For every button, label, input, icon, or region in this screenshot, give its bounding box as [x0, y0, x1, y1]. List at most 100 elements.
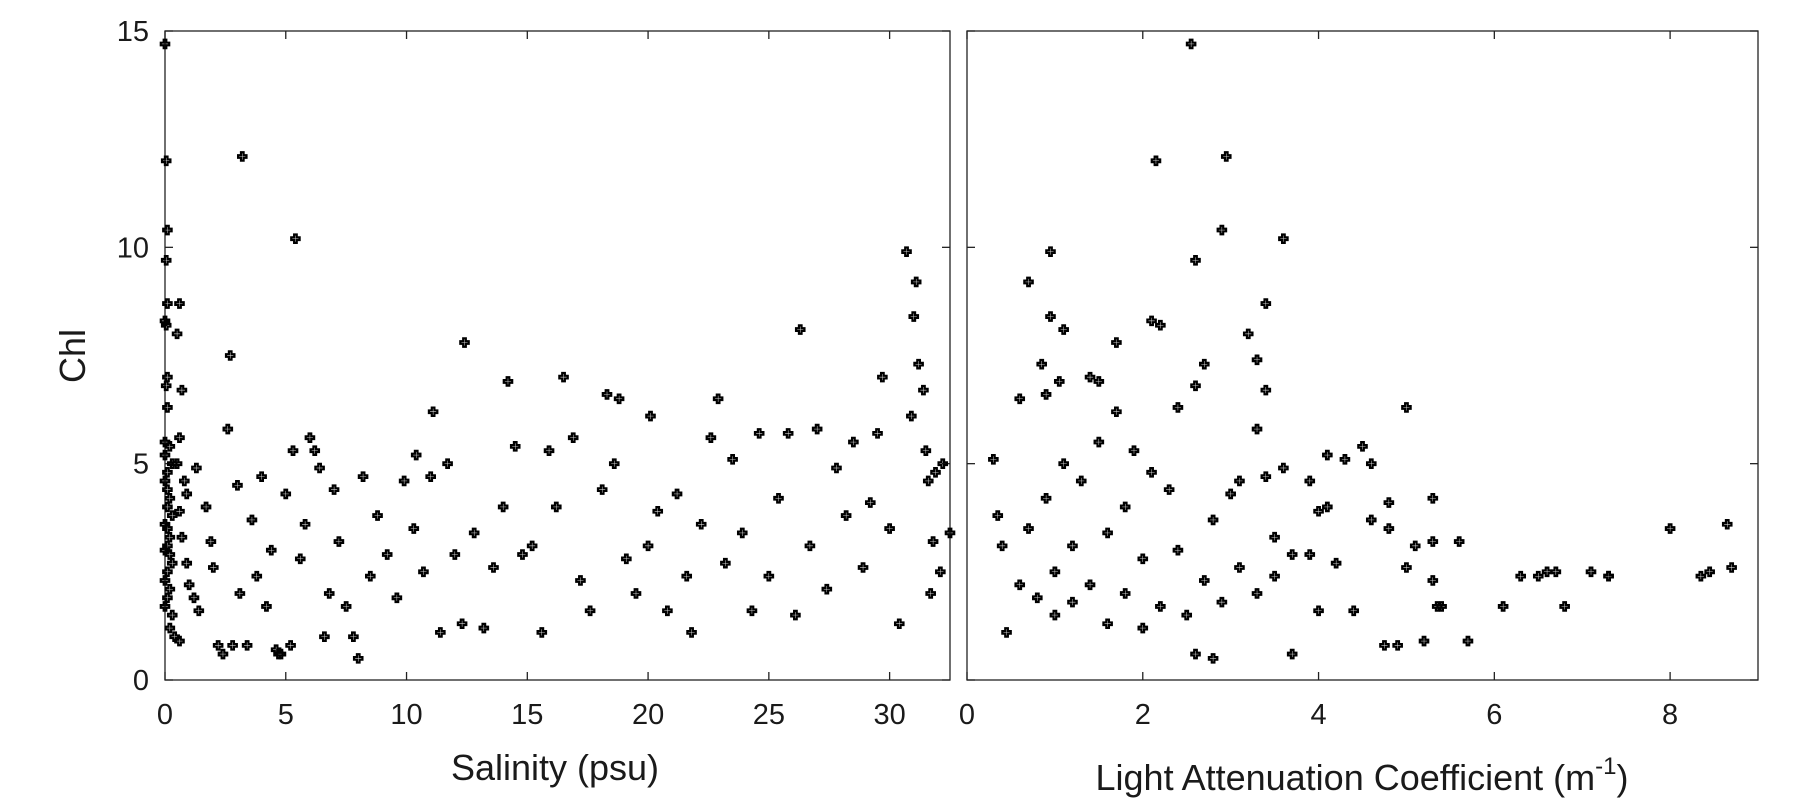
- data-point: [159, 601, 171, 612]
- y-tick-label: 0: [133, 665, 149, 697]
- data-point: [695, 518, 707, 530]
- data-point: [357, 471, 369, 482]
- data-point: [575, 575, 586, 586]
- data-point: [872, 428, 883, 439]
- data-point: [1453, 536, 1465, 547]
- data-point: [526, 540, 538, 552]
- data-point: [1365, 458, 1377, 469]
- data-point: [1067, 540, 1078, 552]
- data-point: [418, 566, 429, 578]
- x-tick-label: 6: [1486, 699, 1502, 731]
- data-point: [1172, 544, 1184, 556]
- data-point: [304, 432, 316, 444]
- data-point: [1185, 38, 1197, 50]
- data-point: [408, 523, 420, 534]
- data-point: [174, 505, 185, 517]
- data-point: [790, 609, 801, 621]
- data-point: [1014, 393, 1026, 405]
- data-point: [877, 371, 888, 383]
- data-point: [1365, 514, 1377, 526]
- data-point: [642, 540, 654, 552]
- data-point: [920, 445, 932, 456]
- data-point: [1032, 592, 1043, 604]
- tick-labels-left: 0 5 10 15 20 25 30 0 5 10 15: [117, 16, 906, 731]
- data-point: [811, 423, 823, 435]
- data-point: [309, 445, 321, 456]
- data-point: [1532, 570, 1544, 582]
- data-point: [913, 358, 924, 370]
- data-point: [1049, 609, 1061, 621]
- data-point: [1058, 458, 1069, 469]
- data-point: [671, 488, 683, 500]
- data-point: [183, 579, 195, 591]
- data-point: [996, 540, 1008, 552]
- data-point: [160, 319, 172, 331]
- data-point: [1172, 402, 1184, 413]
- data-point: [1216, 596, 1228, 608]
- data-point: [299, 518, 311, 530]
- data-point: [1541, 566, 1553, 578]
- data-point: [1418, 635, 1430, 647]
- data-point: [1199, 575, 1210, 586]
- data-point: [1181, 609, 1193, 621]
- data-point: [1721, 518, 1733, 530]
- data-point: [1049, 566, 1061, 578]
- data-point: [596, 484, 608, 495]
- data-point: [1093, 376, 1105, 387]
- data-point: [459, 337, 470, 348]
- data-point: [567, 432, 579, 444]
- data-point: [166, 557, 178, 569]
- data-point: [1383, 497, 1395, 508]
- data-point: [162, 298, 173, 309]
- data-point: [166, 609, 178, 621]
- data-point: [502, 376, 514, 387]
- data-point: [319, 631, 330, 643]
- data-point: [241, 640, 253, 651]
- data-point: [1313, 505, 1324, 517]
- data-point: [280, 488, 292, 500]
- data-point: [1023, 276, 1034, 288]
- data-point: [159, 315, 171, 327]
- data-point: [925, 588, 936, 599]
- data-point: [164, 622, 176, 634]
- data-point: [162, 402, 173, 413]
- data-point: [1234, 475, 1245, 487]
- data-point: [174, 635, 185, 647]
- data-point: [1559, 601, 1570, 612]
- data-point: [246, 514, 258, 526]
- data-point: [181, 488, 193, 500]
- data-point: [205, 536, 217, 547]
- data-point: [1269, 570, 1280, 582]
- data-point: [1251, 423, 1263, 435]
- x-axis-title-right-tail: ): [1616, 757, 1628, 798]
- data-point: [398, 475, 410, 487]
- data-point: [1023, 523, 1034, 534]
- data-point: [275, 648, 287, 660]
- data-point: [162, 566, 173, 578]
- data-point: [1207, 653, 1219, 664]
- data-point: [1322, 449, 1333, 461]
- x-axis-title-right: Light Attenuation Coefficient (m-1): [1096, 753, 1629, 798]
- data-point: [478, 622, 490, 634]
- tick-marks-right: [966, 30, 1758, 681]
- data-point: [1036, 358, 1048, 370]
- data-point: [686, 627, 697, 638]
- data-point: [944, 527, 956, 539]
- data-point: [162, 501, 173, 513]
- data-point: [1286, 549, 1298, 560]
- data-point: [427, 406, 439, 418]
- x-tick-label: 15: [511, 699, 543, 731]
- data-point: [1146, 315, 1157, 327]
- tick-labels-right: 0 2 4 6 8: [959, 699, 1678, 731]
- chart-panel-light-attenuation: 0 2 4 6 8 Light Attenuation Coefficient (m-1…: [959, 30, 1759, 798]
- data-point: [285, 640, 296, 651]
- data-point: [200, 501, 212, 513]
- data-point: [1014, 579, 1026, 591]
- x-tick-label: 0: [959, 699, 975, 731]
- data-point: [992, 510, 1004, 521]
- data-point: [1704, 566, 1715, 578]
- data-point: [162, 371, 173, 383]
- data-point: [1234, 562, 1245, 573]
- data-point: [1225, 488, 1236, 500]
